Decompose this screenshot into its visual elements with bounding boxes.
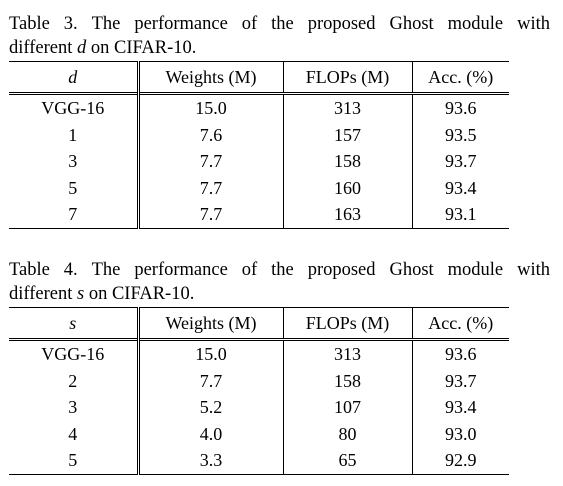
caption-word: with [517, 260, 550, 280]
table-cell: 4 [9, 421, 140, 448]
table-row: 3 5.2 107 93.4 [9, 394, 509, 421]
column-header: Acc. (%) [412, 307, 509, 340]
table-cell: 5.2 [138, 394, 284, 421]
caption-word: Table [9, 260, 50, 280]
table-3-caption: Table 3. The performance of the proposed… [9, 12, 550, 60]
table-cell: 5 [9, 175, 140, 202]
caption-word: with [517, 14, 550, 34]
table-cell: 15.0 [138, 92, 284, 122]
caption-word: Table [9, 14, 50, 34]
table-cell: 5 [9, 447, 140, 475]
table-row: 4 4.0 80 93.0 [9, 421, 509, 448]
column-header: FLOPs (M) [283, 307, 413, 340]
table-row: VGG-16 15.0 313 93.6 [9, 92, 509, 122]
column-header: s [9, 307, 140, 340]
table-4-caption: Table 4. The performance of the proposed… [9, 258, 550, 306]
caption-word: of [241, 260, 258, 280]
caption-word: of [241, 14, 258, 34]
caption-word: Ghost [389, 14, 434, 34]
table-cell: 93.0 [445, 423, 477, 444]
caption-text: different [9, 284, 77, 304]
caption-variable: d [76, 38, 87, 58]
table-4-caption-line2: different s on CIFAR-10. [9, 282, 550, 306]
table-cell: 15.0 [138, 338, 284, 368]
table-row: 7 7.7 163 93.1 [9, 201, 509, 229]
table-cell: 1 [9, 122, 140, 149]
table-row: 5 7.7 160 93.4 [9, 175, 509, 202]
column-header: Weights (M) [138, 61, 284, 94]
table-cell: 93.7 [445, 151, 477, 172]
table-cell: 93.6 [412, 92, 509, 122]
table-cell: 7.7 [138, 368, 284, 395]
column-header: Acc. (%) [412, 61, 509, 94]
caption-text: on CIFAR-10. [84, 284, 195, 304]
table-cell: 313 [283, 92, 413, 122]
table-cell: 2 [9, 368, 140, 395]
table-cell: 160 [283, 175, 413, 202]
caption-word: Ghost [389, 260, 434, 280]
table-cell: 92.9 [412, 447, 509, 475]
table-3-caption-line2: different d on CIFAR-10. [9, 36, 550, 60]
caption-text: on CIFAR-10. [86, 38, 197, 58]
table-row: 2 7.7 158 93.7 [9, 368, 509, 395]
caption-word: 3. [63, 14, 78, 34]
table-cell: 93.5 [445, 124, 477, 145]
table-cell: 158 [283, 368, 413, 395]
table-cell: 3 [9, 394, 140, 421]
table-cell: 157 [283, 122, 413, 149]
caption-word: module [447, 260, 504, 280]
table-header-row: s Weights (M) FLOPs (M) Acc. (%) [9, 307, 509, 340]
table-3-caption-line1: Table 3. The performance of the proposed… [9, 12, 550, 36]
table-cell: 107 [283, 394, 413, 421]
table-cell: 93.4 [445, 397, 477, 418]
table-4: s Weights (M) FLOPs (M) Acc. (%) VGG-16 … [9, 307, 509, 475]
table-cell: 7.7 [138, 201, 284, 229]
table-cell: VGG-16 [9, 338, 140, 368]
table-cell: 3 [9, 148, 140, 175]
caption-word: The [91, 260, 121, 280]
caption-word: proposed [307, 260, 376, 280]
table-cell: 313 [283, 338, 413, 368]
table-cell: 158 [283, 148, 413, 175]
caption-word: the [271, 260, 294, 280]
table-3: d Weights (M) FLOPs (M) Acc. (%) VGG-16 … [9, 61, 509, 229]
caption-text: different [9, 38, 77, 58]
table-cell: 7 [9, 201, 140, 229]
table-cell: 93.6 [412, 338, 509, 368]
table-cell: 4.0 [138, 421, 284, 448]
caption-word: module [447, 14, 504, 34]
table-cell: 65 [283, 447, 413, 475]
table-cell: 163 [283, 201, 413, 229]
table-row: 3 7.7 158 93.7 [9, 148, 509, 175]
column-header: Weights (M) [138, 307, 284, 340]
table-row: VGG-16 15.0 313 93.6 [9, 338, 509, 368]
table-cell: 3.3 [138, 447, 284, 475]
column-header: d [9, 61, 140, 94]
table-cell: 7.6 [138, 122, 284, 149]
column-header: FLOPs (M) [283, 61, 413, 94]
table-cell: 7.7 [138, 175, 284, 202]
caption-word: proposed [307, 14, 376, 34]
table-4-caption-line1: Table 4. The performance of the proposed… [9, 258, 550, 282]
table-cell: VGG-16 [9, 92, 140, 122]
caption-word: 4. [63, 260, 78, 280]
table-row: 1 7.6 157 93.5 [9, 122, 509, 149]
caption-variable: s [76, 284, 85, 304]
table-header-row: d Weights (M) FLOPs (M) Acc. (%) [9, 61, 509, 94]
caption-word: performance [134, 260, 228, 280]
table-row: 5 3.3 65 92.9 [9, 447, 509, 475]
caption-word: performance [134, 14, 228, 34]
table-cell: 80 [283, 421, 413, 448]
table-cell: 93.7 [445, 370, 477, 391]
table-cell: 7.7 [138, 148, 284, 175]
table-cell: 93.4 [445, 177, 477, 198]
caption-word: the [271, 14, 294, 34]
caption-word: The [91, 14, 121, 34]
table-cell: 93.1 [412, 201, 509, 229]
